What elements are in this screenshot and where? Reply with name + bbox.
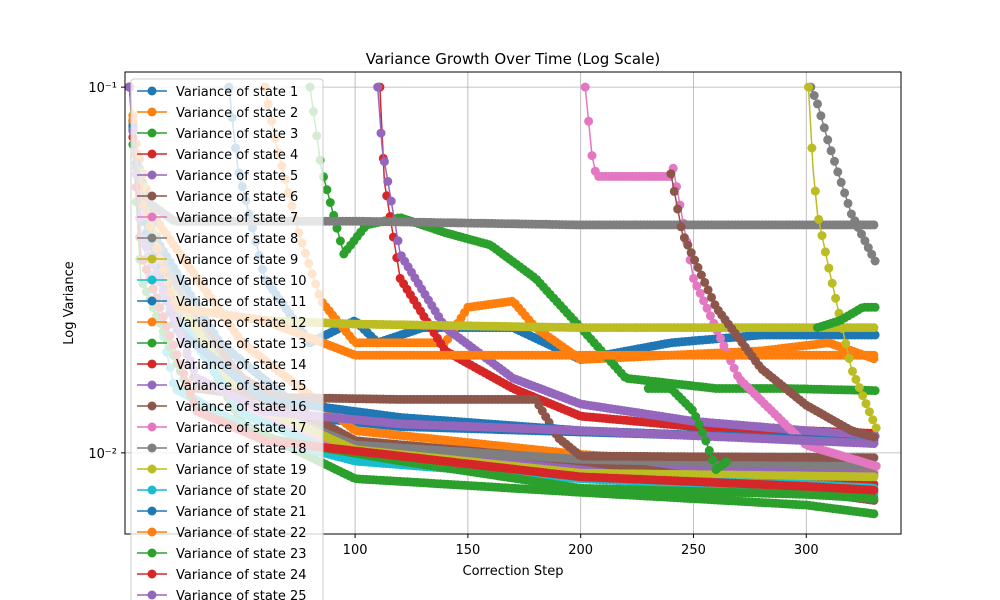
data-point [373,82,383,92]
data-point [584,116,594,126]
data-point [587,151,597,161]
data-point [869,493,879,503]
data-point [871,461,881,471]
data-point [869,472,879,482]
data-point [869,323,879,333]
data-point [869,350,879,360]
data-point [335,236,345,246]
data-point [376,128,386,138]
data-point [580,82,590,92]
data-point [869,509,879,519]
data-point [325,198,335,207]
data-point [393,236,403,246]
data-point [379,157,389,167]
data-point [869,220,879,230]
data-point [322,185,332,195]
data-point [870,386,880,396]
data-point [869,485,879,495]
data-point [383,176,393,186]
data-point [386,196,396,206]
